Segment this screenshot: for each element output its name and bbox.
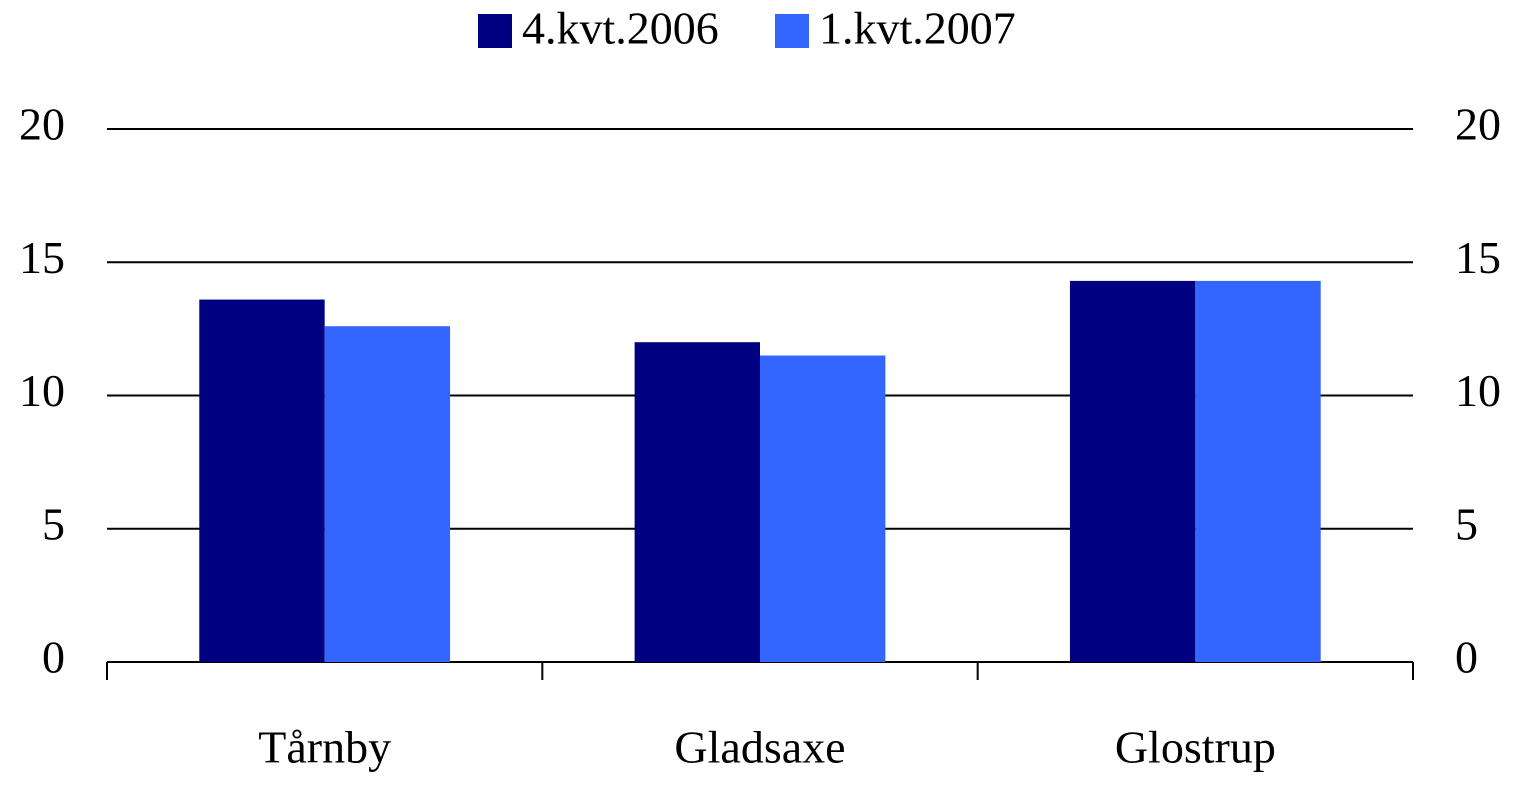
y-tick-label: 15 (19, 232, 65, 283)
y2-tick-label: 20 (1455, 99, 1501, 150)
bar (1195, 280, 1321, 662)
legend-swatch (478, 14, 512, 48)
legend-swatch (775, 14, 809, 48)
y2-tick-label: 0 (1455, 632, 1478, 683)
y-tick-label: 5 (42, 498, 65, 549)
y2-tick-label: 5 (1455, 498, 1478, 549)
y-tick-label: 20 (19, 99, 65, 150)
bar (199, 299, 325, 662)
x-tick-label: Tårnby (258, 722, 391, 773)
bar (634, 342, 760, 662)
legend-label: 1.kvt.2007 (819, 3, 1016, 54)
y-tick-label: 0 (42, 632, 65, 683)
bar (1069, 280, 1196, 662)
x-tick-label: Gladsaxe (674, 722, 845, 773)
bar (324, 326, 451, 662)
bar (760, 355, 886, 662)
legend-label: 4.kvt.2006 (522, 3, 719, 54)
y2-tick-label: 10 (1455, 365, 1501, 416)
y-tick-label: 10 (19, 365, 65, 416)
x-tick-label: Glostrup (1115, 722, 1276, 773)
y2-tick-label: 15 (1455, 232, 1501, 283)
